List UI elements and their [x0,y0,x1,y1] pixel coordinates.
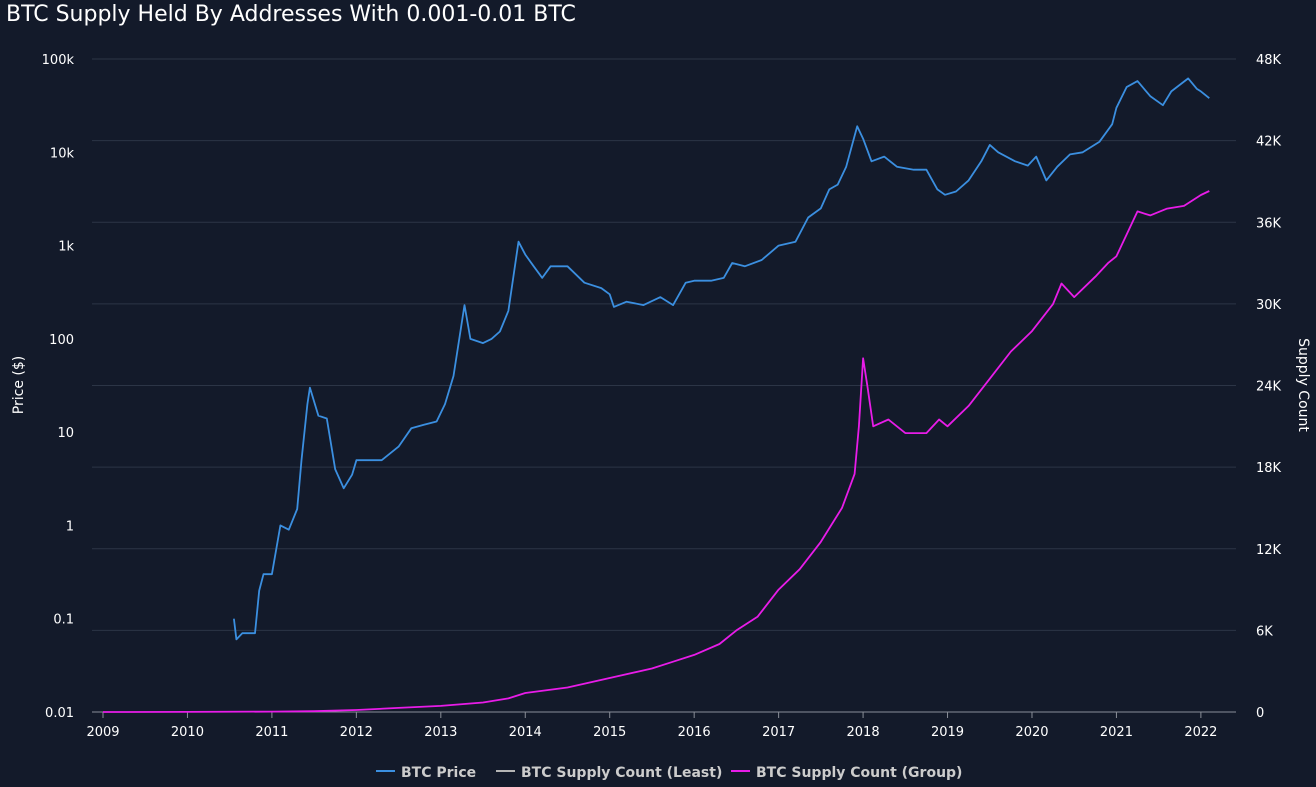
x-tick-label: 2011 [255,725,288,740]
y-left-tick-label: 1k [58,240,74,255]
x-tick-label: 2017 [762,725,795,740]
y-right-tick-label: 42K [1256,135,1282,150]
legend-item[interactable]: BTC Price [376,765,476,781]
y-right-tick-label: 12K [1256,543,1282,558]
x-tick-label: 2012 [340,725,373,740]
legend-label: BTC Price [401,765,476,781]
x-tick-label: 2021 [1100,725,1133,740]
x-tick-label: 2020 [1015,725,1048,740]
series-layer [102,77,1210,713]
x-tick-label: 2019 [931,725,964,740]
y-right-tick-label: 48K [1256,53,1282,68]
x-tick-label: 2010 [171,725,204,740]
series-line-btc-price [233,77,1210,641]
y-right-tick-label: 36K [1256,216,1282,231]
legend-item[interactable]: BTC Supply Count (Group) [731,765,962,781]
y-left-tick-label: 10 [57,426,74,441]
y-axis-right-title: Supply Count [1295,338,1311,432]
x-tick-label: 2016 [678,725,711,740]
x-tick-label: 2015 [593,725,626,740]
x-tick-label: 2009 [86,725,119,740]
y-left-tick-label: 0.1 [53,613,74,628]
legend-label: BTC Supply Count (Group) [756,765,962,781]
y-right-tick-label: 6K [1256,624,1273,639]
x-tick-label: 2018 [847,725,880,740]
y-left-tick-label: 100k [42,53,75,68]
legend: BTC Price BTC Supply Count (Least) BTC Sup… [376,765,962,781]
legend-item[interactable]: BTC Supply Count (Least) [496,765,722,781]
x-tick-label: 2013 [424,725,457,740]
y-left-tick-label: 0.01 [45,706,74,721]
x-tick-label: 2022 [1184,725,1217,740]
y-right-tick-label: 24K [1256,380,1282,395]
y-right-tick-label: 0 [1256,706,1264,721]
legend-label: BTC Supply Count (Least) [521,765,722,781]
y-left-tick-label: 1 [66,519,74,534]
y-right-tick-label: 18K [1256,461,1282,476]
right-axis-ticks: 0 6K 12K 18K 24K 30K 36K 42K 48K [1256,53,1282,721]
x-axis-ticks: 2009 2010 2011 2012 2013 2014 2015 2016 2017 2018… [86,712,1217,740]
chart-title: BTC Supply Held By Addresses With 0.001-… [6,2,576,27]
series-line-btc-supply-count-group [102,190,1210,713]
y-left-tick-label: 100 [49,333,74,348]
y-right-tick-label: 30K [1256,298,1282,313]
left-axis-ticks: 0.01 0.1 1 10 100 1k 10k 100k [42,53,75,721]
y-left-tick-label: 10k [50,146,75,161]
y-axis-left-title: Price ($) [11,356,27,414]
gridlines [92,58,1236,713]
x-tick-label: 2014 [509,725,542,740]
